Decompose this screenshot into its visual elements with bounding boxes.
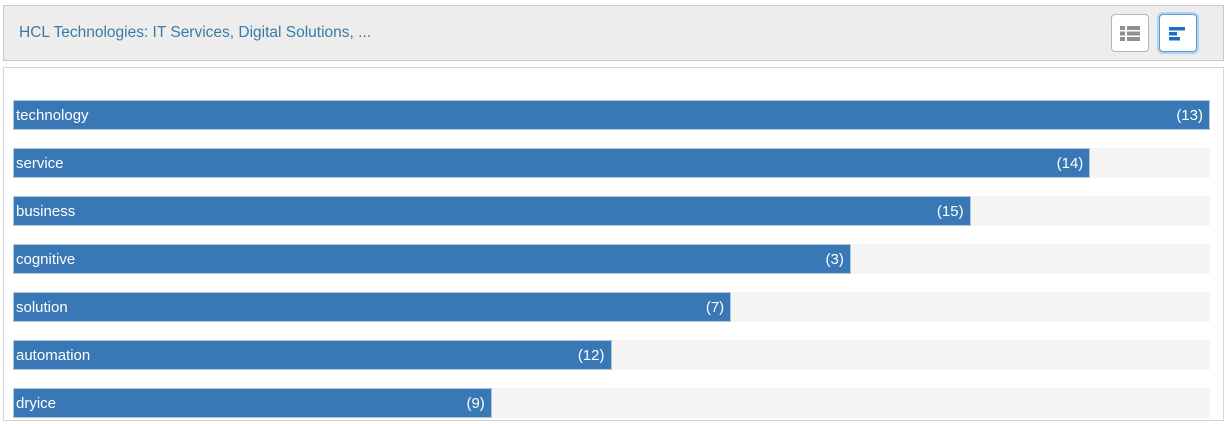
bar[interactable]: service (14): [13, 148, 1091, 178]
bar-label: solution: [16, 298, 68, 316]
table-icon: [1119, 25, 1141, 42]
bar-label: cognitive: [16, 250, 76, 268]
bar-count: (12): [577, 346, 605, 364]
bar-count: (3): [825, 250, 844, 268]
bar-count: (14): [1056, 154, 1084, 172]
bar-count: (9): [466, 394, 485, 412]
bar-row: service (14): [13, 148, 1210, 178]
bar-chart-view-button[interactable]: [1159, 14, 1197, 52]
bar[interactable]: cognitive (3): [13, 244, 851, 274]
page-title: HCL Technologies: IT Services, Digital S…: [19, 24, 372, 41]
view-toggle-group: [1111, 14, 1197, 52]
bar-label: technology: [16, 106, 89, 124]
bar-row: solution (7): [13, 292, 1210, 322]
bar-count: (7): [705, 298, 725, 316]
horizontal-bars-icon: [1169, 26, 1187, 41]
chart-panel: technology (13) service (14) business (15) cog…: [3, 67, 1224, 421]
table-view-button[interactable]: [1111, 14, 1149, 52]
bar-chart: technology (13) service (14) business (15) cog…: [13, 100, 1210, 418]
bar-row: automation (12): [13, 340, 1210, 370]
bar[interactable]: technology (13): [13, 100, 1210, 130]
bar[interactable]: business (15): [13, 196, 971, 226]
bar[interactable]: solution (7): [13, 292, 732, 322]
bar-count: (15): [936, 202, 964, 220]
bar-label: service: [16, 154, 64, 172]
bar-label: business: [16, 202, 76, 220]
bar-row: technology (13): [13, 100, 1210, 130]
bar-label: dryice: [16, 394, 57, 412]
bar-row: business (15): [13, 196, 1210, 226]
bar[interactable]: dryice (9): [13, 388, 492, 418]
bar-label: automation: [16, 346, 91, 364]
bar-row: dryice (9): [13, 388, 1210, 418]
bar-count: (13): [1176, 106, 1203, 124]
bar-row: cognitive (3): [13, 244, 1210, 274]
widget-header: HCL Technologies: IT Services, Digital S…: [3, 5, 1224, 61]
bar[interactable]: automation (12): [13, 340, 612, 370]
